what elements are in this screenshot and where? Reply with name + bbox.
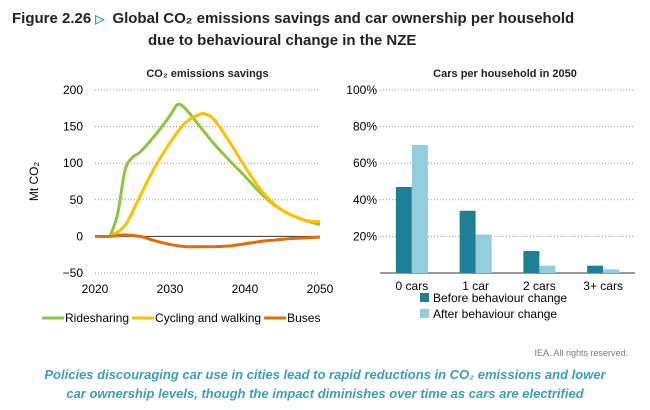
caption-line2: car ownership levels, though the impact … [66, 386, 584, 401]
y-tick-label: 200 [63, 83, 83, 97]
legend-label-before: Before behaviour change [433, 291, 567, 305]
bar-before-3 [587, 265, 604, 273]
y-tick-label: 100% [346, 83, 377, 97]
x-tick-label: 2040 [232, 282, 259, 296]
legend-label-buses: Buses [287, 311, 320, 325]
bar-before-2 [523, 251, 540, 273]
bar-after-0 [411, 144, 428, 273]
caption-line1: Policies discouraging car use in cities … [44, 367, 606, 382]
y-tick-label: 100 [63, 156, 83, 170]
x-tick-label: 2050 [307, 282, 334, 296]
bar-chart-title: Cars per household in 2050 [433, 68, 577, 80]
y-tick-label: 0 [76, 229, 83, 243]
figure-number: Figure 2.26 [12, 10, 92, 27]
y-tick-label: 60% [353, 156, 377, 170]
bar-chart: 20% 40% 60% 80% 100% 0 cars 1 car 2 cars 3+ cars… [346, 83, 635, 321]
y-tick-label: 50 [70, 193, 84, 207]
y-tick-label: 40% [353, 193, 377, 207]
x-tick-label: 1 car [462, 279, 489, 293]
bar-before-1 [459, 210, 476, 273]
x-tick-label: 0 cars [396, 279, 429, 293]
legend-label-ridesharing: Ridesharing [65, 311, 129, 325]
legend-label-after: After behaviour change [433, 307, 557, 321]
x-tick-label: 2020 [82, 282, 109, 296]
x-tick-label: 2030 [157, 282, 184, 296]
line-chart-title: CO₂ emissions savings [146, 68, 269, 80]
credit-text: IEA. All rights reserved. [534, 348, 628, 358]
y-axis-label: Mt CO₂ [27, 162, 41, 202]
bar-after-1 [475, 234, 492, 273]
figure-title-line1: Global CO₂ emissions savings and car own… [112, 10, 575, 27]
legend-swatch-before [420, 293, 429, 302]
series-line-cycling [109, 112, 321, 238]
y-tick-label: −50 [63, 266, 84, 280]
figure-caption: Policies discouraging car use in cities … [0, 365, 650, 403]
bar-before-0 [395, 186, 412, 273]
legend-swatch-after [420, 309, 429, 318]
y-tick-label: 80% [353, 120, 377, 134]
series-line-ridesharing [108, 102, 321, 237]
figure-title-line2: due to behavioural change in the NZE [148, 32, 417, 49]
bar-after-2 [539, 265, 556, 273]
figure-title: Figure 2.26 ▷ Global CO₂ emissions savings… [12, 8, 642, 52]
legend-label-cycling: Cycling and walking [155, 311, 261, 325]
bar-after-3 [603, 269, 620, 273]
x-tick-label: 2 cars [523, 279, 556, 293]
line-chart: Mt CO₂ −50 0 50 100 150 200 2020 2030 2040 2050 Rid… [27, 83, 334, 325]
y-tick-label: 150 [63, 120, 83, 134]
triangle-icon: ▷ [95, 12, 105, 26]
y-tick-label: 20% [353, 229, 377, 243]
x-tick-label: 3+ cars [583, 279, 623, 293]
series-line-buses [94, 233, 321, 249]
